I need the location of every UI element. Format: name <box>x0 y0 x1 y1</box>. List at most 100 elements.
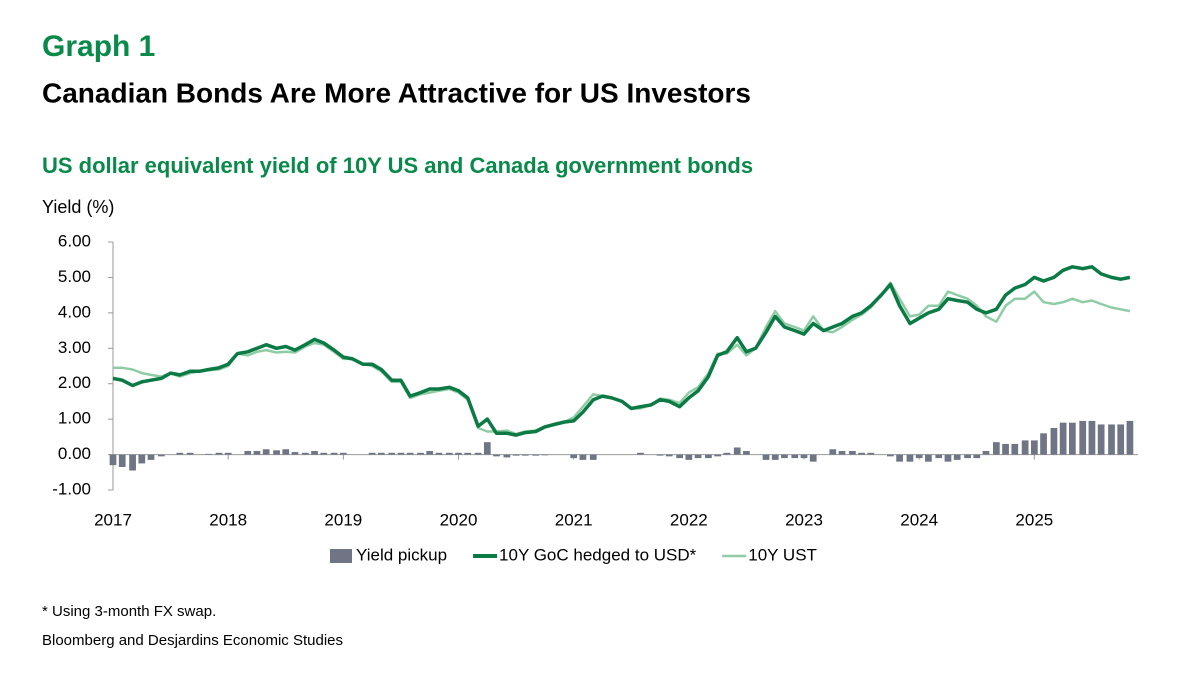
bar <box>521 454 529 456</box>
bar <box>953 454 961 460</box>
bar <box>723 452 731 455</box>
bar <box>320 452 328 455</box>
y-tick-label: 6.00 <box>58 231 91 250</box>
bar <box>1097 424 1105 455</box>
bar <box>1088 420 1096 455</box>
bar <box>570 454 578 459</box>
bar <box>838 451 846 455</box>
bar <box>982 451 990 455</box>
bar <box>397 452 405 455</box>
bar <box>867 452 875 455</box>
bar <box>445 452 453 455</box>
y-tick-label: 5.00 <box>58 267 91 286</box>
bar <box>1050 428 1058 455</box>
bar <box>733 447 741 455</box>
bar <box>215 452 223 455</box>
bar <box>791 454 799 459</box>
bar <box>417 452 424 455</box>
bar <box>714 454 721 457</box>
bar <box>205 453 212 455</box>
bar <box>1126 420 1134 455</box>
x-tick-label: 2023 <box>785 510 823 529</box>
bar <box>512 454 520 456</box>
y-tick-label: 4.00 <box>58 302 91 321</box>
chart-title: US dollar equivalent yield of 10Y US and… <box>42 153 753 178</box>
bar <box>1108 424 1115 455</box>
bar <box>273 450 280 455</box>
graph-label: Graph 1 <box>42 30 155 63</box>
note: * Using 3-month FX swap. <box>42 603 216 620</box>
bar <box>464 452 472 455</box>
x-tick-label: 2019 <box>324 510 362 529</box>
bar <box>973 454 981 459</box>
bar <box>455 452 462 455</box>
y-tick-label: 0.00 <box>58 444 91 463</box>
bar <box>694 454 702 459</box>
bar <box>762 454 770 460</box>
bar <box>809 454 817 462</box>
y-axis-label: Yield (%) <box>42 197 114 217</box>
bar <box>829 449 837 455</box>
x-tick-label: 2024 <box>900 510 938 529</box>
bar <box>771 454 779 460</box>
bar <box>1079 420 1087 455</box>
bar <box>676 454 683 459</box>
y-tick-label: -1.00 <box>52 479 91 498</box>
bar <box>262 449 270 455</box>
x-tick-label: 2018 <box>209 510 247 529</box>
legend-label: 10Y GoC hedged to USD* <box>499 545 697 564</box>
bar <box>781 454 788 459</box>
bar <box>503 454 511 458</box>
bar <box>1021 440 1029 455</box>
bar <box>656 454 664 456</box>
legend-label: Yield pickup <box>356 545 447 564</box>
bar <box>301 452 309 455</box>
bar <box>532 454 540 456</box>
bar <box>291 452 299 455</box>
bar <box>589 454 597 460</box>
bar <box>944 454 952 462</box>
bar <box>406 452 414 455</box>
bar <box>118 454 126 467</box>
bar <box>483 442 491 455</box>
bar <box>1068 422 1076 455</box>
bar <box>158 454 165 457</box>
bar <box>1040 433 1047 455</box>
bar <box>964 454 971 459</box>
bar <box>138 454 146 464</box>
bar <box>493 454 500 457</box>
bar <box>896 454 903 462</box>
line <box>112 265 1131 437</box>
bar <box>1030 440 1038 455</box>
y-tick-label: 3.00 <box>58 338 91 357</box>
bar <box>224 452 232 455</box>
bar <box>282 449 290 455</box>
bar <box>474 452 482 455</box>
legend-swatch <box>330 549 352 563</box>
bar <box>129 454 136 471</box>
line <box>113 281 1131 436</box>
bar <box>858 452 865 455</box>
bar <box>887 454 894 457</box>
bar <box>541 454 549 456</box>
bar <box>388 452 396 455</box>
bar <box>147 454 155 460</box>
bar <box>925 454 932 462</box>
bar <box>906 454 914 462</box>
x-tick-label: 2022 <box>670 510 708 529</box>
bar <box>743 451 750 455</box>
bar <box>637 452 644 455</box>
bar <box>435 452 443 455</box>
x-tick-label: 2025 <box>1015 510 1053 529</box>
bar <box>368 452 376 455</box>
bar <box>253 451 261 455</box>
source: Bloomberg and Desjardins Economic Studie… <box>42 632 343 649</box>
x-tick-label: 2017 <box>94 510 132 529</box>
bar <box>339 452 347 455</box>
bar <box>665 454 673 457</box>
y-tick-label: 2.00 <box>58 373 91 392</box>
bar <box>915 454 923 459</box>
bar <box>579 454 587 460</box>
bar <box>705 454 712 459</box>
